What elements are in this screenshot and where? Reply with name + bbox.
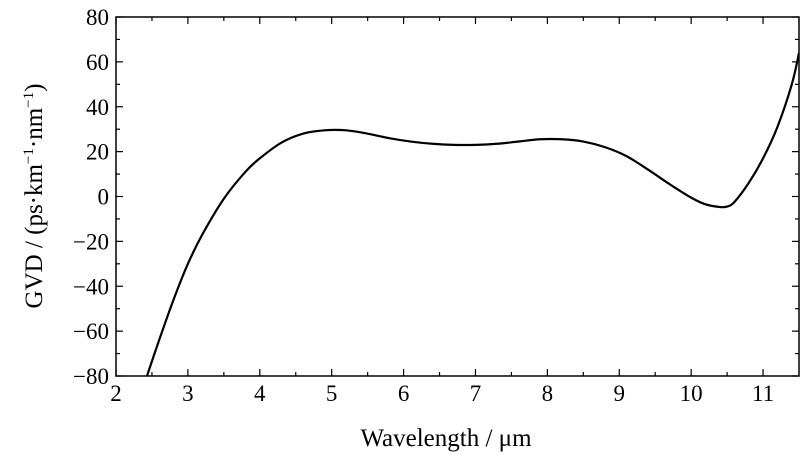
axes: 2 3 4 5 6 7 8 9 10 11 −80 −60 −40 −20 0 20 40 60 80 xyxy=(73,5,799,406)
x-tick-label: 5 xyxy=(326,381,338,406)
x-tick-label: 4 xyxy=(254,381,266,406)
y-axis-title-sup1: −1 xyxy=(21,148,37,164)
y-tick-label: −80 xyxy=(73,364,109,389)
plot-content xyxy=(145,52,799,376)
x-tick-label: 11 xyxy=(752,381,774,406)
x-tick-label: 3 xyxy=(182,381,194,406)
x-tick-label: 6 xyxy=(398,381,410,406)
y-axis-title: GVD / (ps·km−1·nm−1) xyxy=(21,84,48,309)
x-tick-label: 10 xyxy=(680,381,703,406)
y-tick-label: −20 xyxy=(73,229,109,254)
series-line xyxy=(145,52,799,376)
y-axis-title-mid: ·nm xyxy=(21,107,48,148)
y-tick-label: −40 xyxy=(73,274,109,299)
x-tick-label: 7 xyxy=(470,381,482,406)
y-tick-label: −60 xyxy=(73,319,109,344)
y-tick-label: 20 xyxy=(86,140,109,165)
x-tick-label: 2 xyxy=(110,381,122,406)
x-axis-title: Wavelength / μm xyxy=(360,425,532,452)
y-tick-label: 80 xyxy=(86,5,109,30)
plot-frame xyxy=(115,16,800,377)
y-axis-title-prefix: GVD / (ps·km xyxy=(21,164,48,309)
y-axis-title-sup2: −1 xyxy=(21,92,37,108)
x-tick-label: 9 xyxy=(614,381,626,406)
x-tick-label: 8 xyxy=(542,381,554,406)
y-tick-label: 0 xyxy=(98,185,110,210)
y-tick-label: 40 xyxy=(86,95,109,120)
y-axis-title-suffix: ) xyxy=(21,84,48,92)
y-tick-label: 60 xyxy=(86,50,109,75)
